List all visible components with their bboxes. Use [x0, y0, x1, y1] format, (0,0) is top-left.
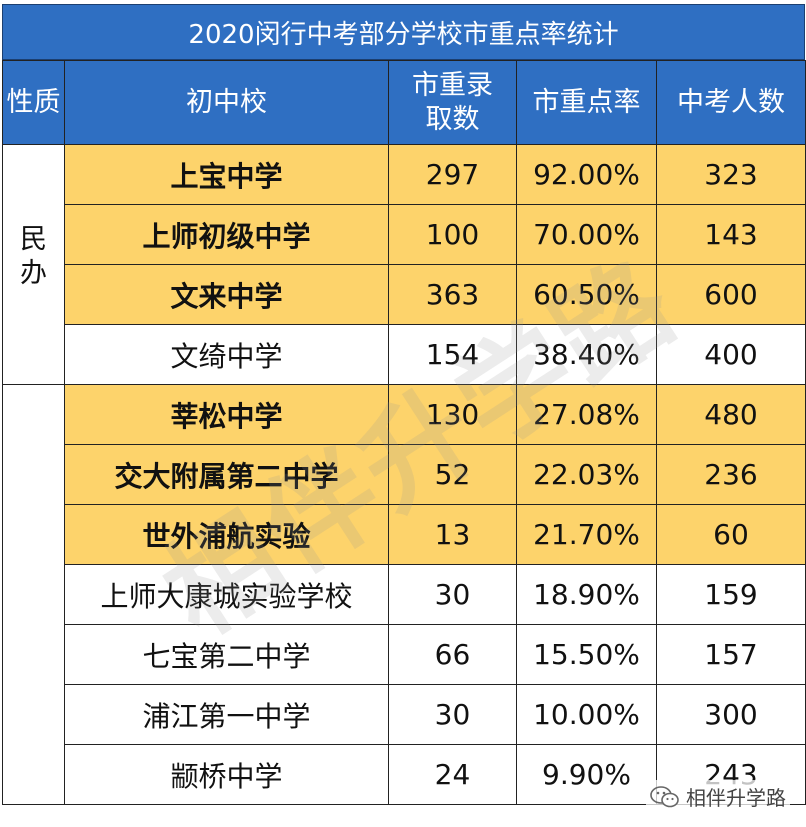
examinees-cell: 400 — [656, 324, 806, 385]
examinees-cell: 236 — [656, 444, 806, 505]
table-body: 民办上宝中学 297 92.00% 323 上师初级中学 100 70.00% 143 文来中学… — [2, 144, 806, 805]
type-cell — [2, 384, 65, 805]
rate-cell: 18.90% — [516, 564, 657, 625]
badge-text: 相伴升学路 — [686, 786, 786, 810]
school-cell: 文绮中学 — [64, 324, 389, 385]
table-row: 文来中学 363 60.50% 600 — [3, 264, 806, 325]
examinees-cell: 143 — [656, 204, 806, 265]
rate-cell: 92.00% — [516, 144, 657, 205]
admitted-cell: 363 — [388, 264, 517, 325]
school-cell: 上宝中学 — [64, 144, 389, 205]
account-badge: 相伴升学路 — [646, 780, 790, 813]
rate-cell: 27.08% — [516, 384, 657, 445]
header-examinees: 中考人数 — [656, 60, 806, 145]
rate-cell: 21.70% — [516, 504, 657, 565]
admitted-cell: 297 — [388, 144, 517, 205]
table-row: 莘松中学 130 27.08% 480 — [2, 384, 806, 805]
school-cell: 七宝第二中学 — [64, 624, 389, 685]
table-row: 世外浦航实验 13 21.70% 60 — [3, 504, 806, 565]
table-row: 上师大康城实验学校 30 18.90% 159 — [3, 564, 806, 625]
examinees-cell: 60 — [656, 504, 806, 565]
admitted-cell: 13 — [388, 504, 517, 565]
table-row: 七宝第二中学 66 15.50% 157 — [3, 624, 806, 685]
wechat-icon — [650, 785, 679, 807]
admitted-cell: 24 — [388, 744, 517, 805]
school-cell: 颛桥中学 — [64, 744, 389, 805]
admitted-cell: 52 — [388, 444, 517, 505]
rate-cell: 22.03% — [516, 444, 657, 505]
admitted-cell: 30 — [388, 684, 517, 745]
examinees-cell: 300 — [656, 684, 806, 745]
school-cell: 文来中学 — [64, 264, 389, 325]
table-row: 民办上宝中学 297 92.00% 323 — [2, 144, 806, 385]
type-cell: 民办 — [2, 144, 65, 385]
table-title: 2020闵行中考部分学校市重点率统计 — [2, 4, 805, 60]
school-cell: 上师初级中学 — [64, 204, 389, 265]
school-cell: 莘松中学 — [64, 384, 389, 445]
admitted-cell: 130 — [388, 384, 517, 445]
header-row: 性质 初中校 市重录取数 市重点率 中考人数 — [2, 60, 806, 145]
examinees-cell: 480 — [656, 384, 806, 445]
table-row: 交大附属第二中学 52 22.03% 236 — [3, 444, 806, 505]
admitted-cell: 100 — [388, 204, 517, 265]
rate-cell: 15.50% — [516, 624, 657, 685]
header-admitted: 市重录取数 — [388, 60, 517, 145]
rate-cell: 70.00% — [516, 204, 657, 265]
table-row: 上师初级中学 100 70.00% 143 — [3, 204, 806, 265]
rate-cell: 9.90% — [516, 744, 657, 805]
rate-cell: 60.50% — [516, 264, 657, 325]
examinees-cell: 159 — [656, 564, 806, 625]
header-rate: 市重点率 — [516, 60, 657, 145]
examinees-cell: 157 — [656, 624, 806, 685]
school-cell: 世外浦航实验 — [64, 504, 389, 565]
school-cell: 上师大康城实验学校 — [64, 564, 389, 625]
examinees-cell: 600 — [656, 264, 806, 325]
admitted-cell: 30 — [388, 564, 517, 625]
rate-cell: 10.00% — [516, 684, 657, 745]
rate-cell: 38.40% — [516, 324, 657, 385]
examinees-cell: 323 — [656, 144, 806, 205]
school-cell: 交大附属第二中学 — [64, 444, 389, 505]
stats-table: 性质 初中校 市重录取数 市重点率 中考人数 民办上宝中学 297 92.00% 32… — [2, 60, 806, 805]
header-school: 初中校 — [64, 60, 389, 145]
school-cell: 浦江第一中学 — [64, 684, 389, 745]
header-type: 性质 — [2, 60, 65, 145]
table-row: 文绮中学 154 38.40% 400 — [3, 324, 806, 385]
admitted-cell: 154 — [388, 324, 517, 385]
table-row: 浦江第一中学 30 10.00% 300 — [3, 684, 806, 745]
admitted-cell: 66 — [388, 624, 517, 685]
